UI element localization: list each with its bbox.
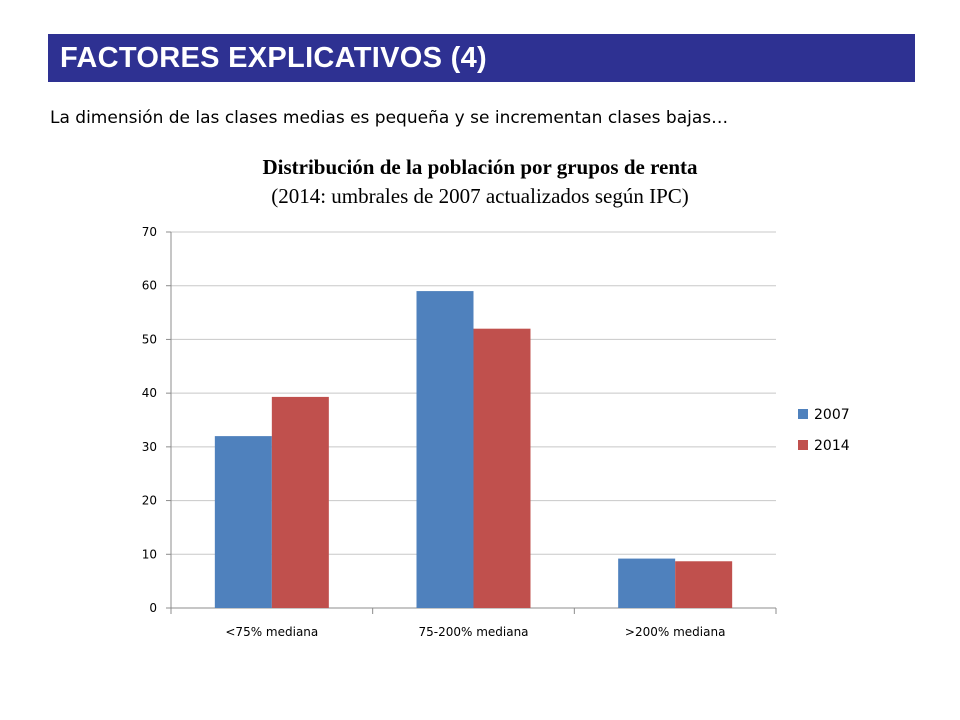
legend-label-2014: 2014 <box>814 438 850 454</box>
y-tick-label: 50 <box>142 332 157 346</box>
slide-subtitle: La dimensión de las clases medias es peq… <box>50 108 729 128</box>
y-tick-label: 30 <box>142 440 157 454</box>
slide-title: FACTORES EXPLICATIVOS (4) <box>60 42 487 74</box>
chart-subtitle: (2014: umbrales de 2007 actualizados seg… <box>271 184 689 208</box>
x-tick-label: <75% mediana <box>225 625 318 639</box>
bar-2014 <box>675 561 733 608</box>
legend-swatch-2014 <box>798 440 808 450</box>
bar-2007 <box>618 558 676 608</box>
x-tick-label: >200% mediana <box>625 625 726 639</box>
y-tick-label: 20 <box>142 494 157 508</box>
slide-header: FACTORES EXPLICATIVOS (4) <box>48 34 915 82</box>
bar-2007 <box>416 291 474 608</box>
bar-2014 <box>473 328 531 608</box>
y-tick-label: 70 <box>142 225 157 239</box>
legend-label-2007: 2007 <box>814 407 850 423</box>
y-tick-label: 0 <box>149 601 157 615</box>
y-tick-label: 10 <box>142 547 157 561</box>
bar-2007 <box>214 436 272 608</box>
x-tick-label: 75-200% mediana <box>418 625 528 639</box>
chart-title: Distribución de la población por grupos … <box>262 155 698 179</box>
bar-2014 <box>271 396 329 608</box>
y-tick-label: 60 <box>142 279 157 293</box>
legend-swatch-2007 <box>798 409 808 419</box>
y-tick-label: 40 <box>142 386 157 400</box>
